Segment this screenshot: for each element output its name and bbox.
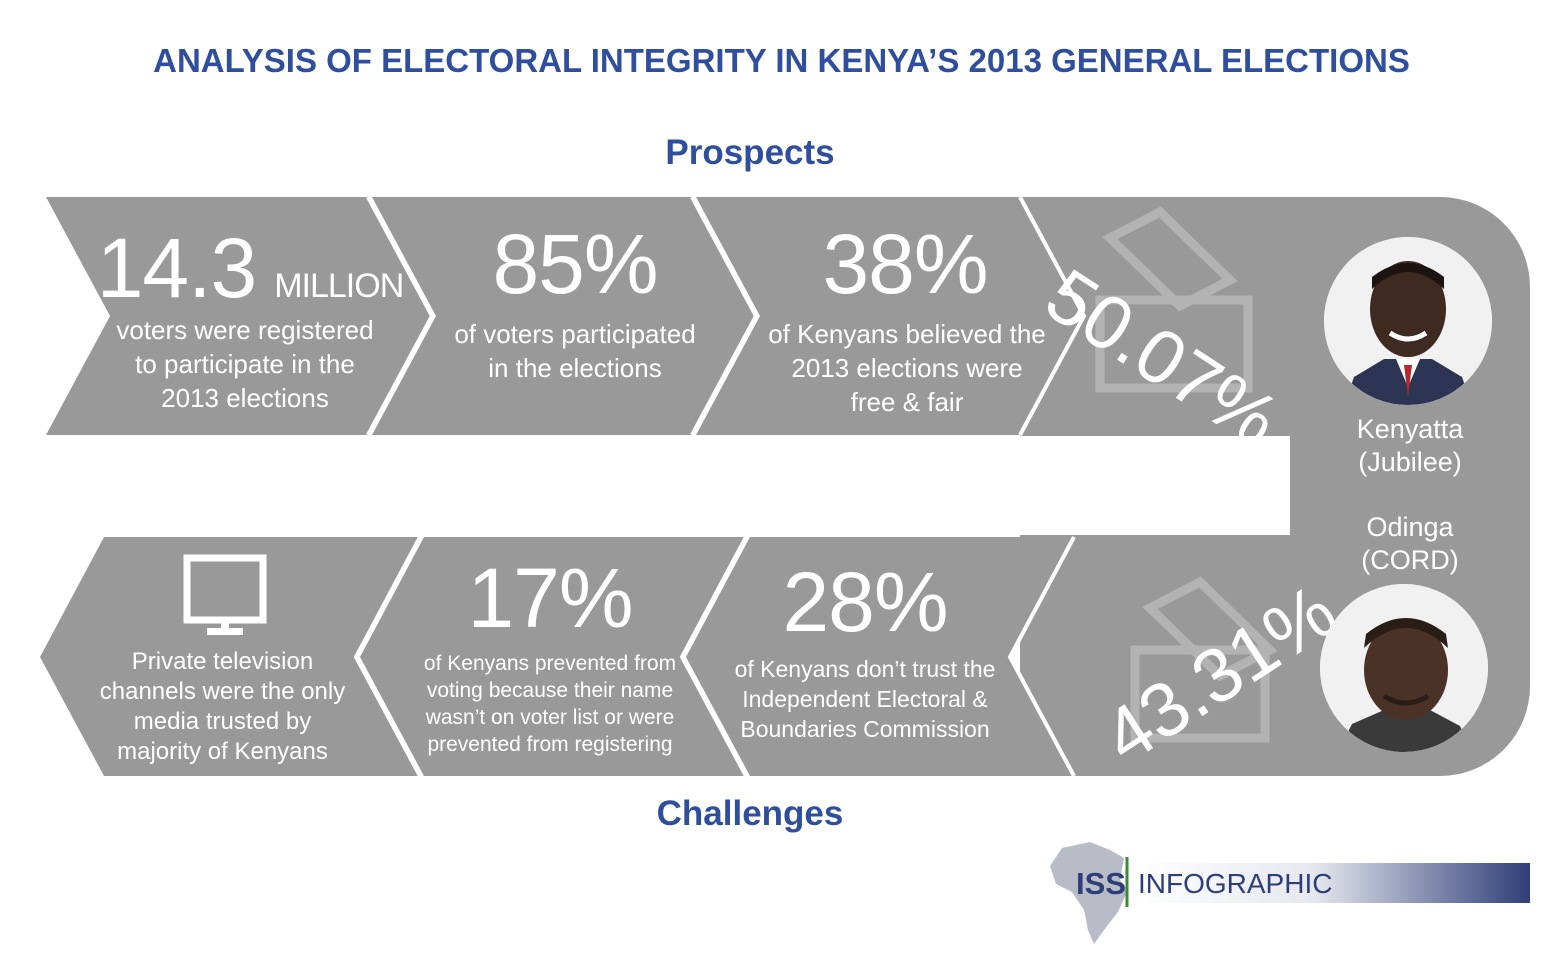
challenge-1-line: Boundaries Commission — [740, 716, 990, 742]
challenge-chevron-2 — [360, 537, 746, 776]
challenge-3-description: Private television channels were the onl… — [85, 647, 360, 767]
challenge-3-line: media trusted by — [133, 708, 312, 735]
prospect-3-line: 2013 elections were — [791, 353, 1023, 383]
odinga-party: (CORD) — [1361, 545, 1459, 575]
challenge-1-line: Independent Electoral & — [742, 686, 988, 712]
prospect-2-line: of voters participated — [454, 319, 696, 349]
challenge-2-line: prevented from registering — [427, 733, 673, 756]
logo-label: INFOGRAPHIC — [1138, 868, 1333, 899]
infographic-title: ANALYSIS OF ELECTORAL INTEGRITY IN KENYA… — [153, 42, 1410, 79]
prospect-1-description: voters were registered to participate in… — [95, 313, 395, 415]
challenges-heading: Challenges — [656, 794, 844, 833]
kenyatta-avatar — [1324, 237, 1492, 405]
challenge-1-line: of Kenyans don’t trust the — [734, 656, 996, 682]
prospect-3-description: of Kenyans believed the 2013 elections w… — [752, 317, 1062, 419]
challenge-2-description: of Kenyans prevented from voting because… — [405, 650, 695, 758]
challenge-chevron-1 — [686, 537, 1074, 776]
kenyatta-name: Kenyatta — [1356, 414, 1464, 444]
odinga-label: Odinga (CORD) — [1330, 511, 1490, 577]
challenge-1-description: of Kenyans don’t trust the Independent E… — [720, 654, 1010, 744]
prospect-1-unit: MILLION — [274, 267, 404, 305]
prospect-2-description: of voters participated in the elections — [430, 317, 720, 385]
prospect-1-number: 14.3 — [96, 221, 257, 315]
prospect-1-line: voters were registered — [116, 315, 374, 345]
tv-icon — [183, 554, 267, 635]
challenge-2-number: 17% — [467, 551, 633, 645]
odinga-name: Odinga — [1366, 512, 1454, 542]
challenge-chevron-3 — [40, 537, 420, 776]
challenge-3-line: channels were the only — [99, 678, 346, 705]
challenge-3-line: Private television — [131, 648, 314, 675]
prospect-1-line: 2013 elections — [161, 383, 329, 413]
logo-brand: ISS — [1076, 866, 1126, 901]
prospect-chevron-1 — [46, 197, 432, 435]
prospect-3-line: of Kenyans believed the — [768, 319, 1046, 349]
prospects-heading: Prospects — [665, 133, 835, 172]
challenge-2-line: wasn’t on voter list or were — [425, 706, 675, 729]
odinga-avatar — [1320, 584, 1488, 752]
ballot-box-icon — [1095, 206, 1253, 393]
prospect-3-line: free & fair — [850, 387, 964, 417]
ballot-box-icon — [1130, 576, 1278, 743]
challenge-1-number: 28% — [782, 555, 948, 649]
prospect-chevron-2 — [372, 197, 756, 435]
logo-gradient-bar — [1135, 863, 1530, 903]
challenge-2-line: voting because their name — [426, 679, 674, 702]
prospect-2-line: in the elections — [488, 353, 662, 383]
prospect-3-number: 38% — [822, 217, 988, 311]
kenyatta-label: Kenyatta (Jubilee) — [1330, 413, 1490, 479]
kenyatta-party: (Jubilee) — [1358, 447, 1462, 477]
challenge-2-line: of Kenyans prevented from — [423, 652, 677, 675]
africa-map-icon — [1050, 842, 1128, 944]
prospect-chevron-3 — [696, 197, 1084, 435]
prospect-1-line: to participate in the — [135, 349, 355, 379]
prospect-2-number: 85% — [492, 217, 658, 311]
prospect-1-value: 14.3 MILLION — [80, 226, 420, 310]
challenge-3-line: majority of Kenyans — [117, 738, 328, 765]
